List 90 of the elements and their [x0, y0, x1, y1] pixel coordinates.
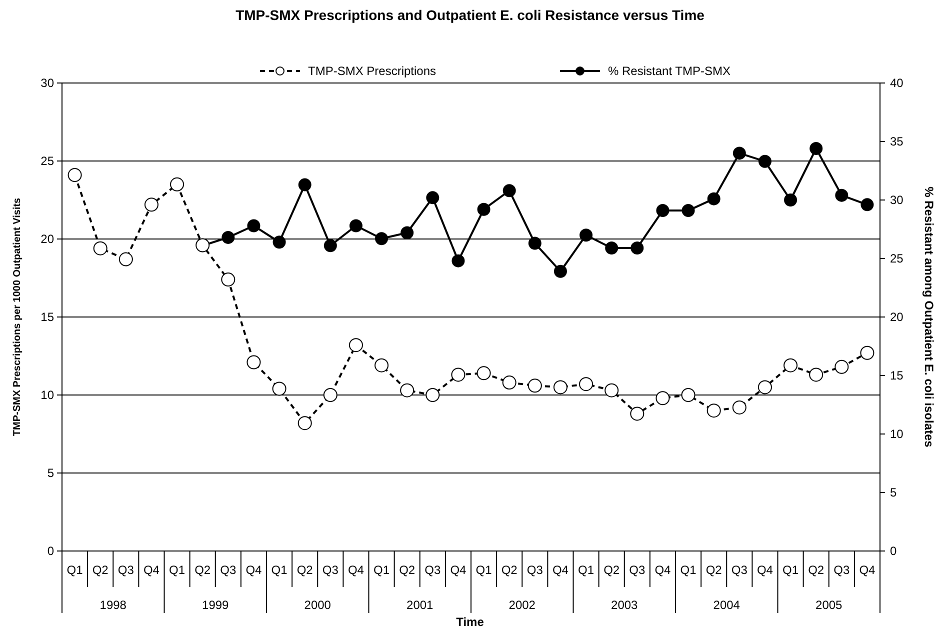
- point: [477, 202, 490, 216]
- x-tick-label: Q4: [756, 563, 774, 577]
- point: [656, 204, 670, 218]
- x-axis-title: Time: [456, 615, 484, 629]
- x-tick-label: Q1: [271, 563, 288, 577]
- point: [580, 228, 593, 242]
- point: [298, 178, 312, 192]
- text: 2003: [611, 598, 638, 612]
- y2-tick-label: 5: [890, 486, 897, 500]
- x-tick-label: Q4: [348, 563, 364, 577]
- point: [375, 232, 388, 246]
- x-tick-label: Q3: [526, 563, 544, 577]
- x-tick-label: Q4: [450, 563, 467, 577]
- x-tick-label: Q2: [604, 563, 620, 577]
- point: [732, 146, 746, 160]
- point: [784, 194, 798, 206]
- x-tick-label: Q1: [680, 563, 697, 577]
- legend-label: % Resistant TMP-SMX: [608, 64, 730, 78]
- point: [630, 241, 644, 254]
- x-tick-label: Q4: [654, 563, 672, 577]
- point: [528, 236, 542, 250]
- point: [554, 264, 567, 278]
- y-tick-label: 30: [40, 76, 54, 90]
- x-tick-label: Q2: [92, 563, 109, 577]
- y2-tick-label: 30: [890, 193, 904, 208]
- x-tick-label: Q3: [118, 563, 134, 577]
- y-tick-label: 25: [40, 154, 54, 168]
- x-tick-label: Q2: [808, 563, 824, 577]
- point: [682, 204, 695, 218]
- x-tick-label: Q4: [552, 563, 569, 577]
- y-tick-label: 0: [47, 544, 54, 558]
- y2-tick-label: 25: [890, 252, 904, 266]
- point: [323, 388, 338, 402]
- x-tick-label: Q4: [246, 563, 262, 577]
- y2-tick-label: 15: [890, 368, 904, 383]
- text: 2001: [406, 598, 434, 612]
- x-tick-label: Q3: [322, 563, 339, 577]
- y2-tick-label: 35: [890, 134, 904, 149]
- text: 2002: [508, 598, 536, 612]
- text: 2004: [713, 598, 740, 612]
- y2-axis-title: % Resistant among Outpatient E. coli isolates: [922, 186, 936, 448]
- x-tick-label: Q1: [476, 563, 492, 577]
- point: [758, 154, 772, 168]
- x-tick-label: Q1: [782, 563, 799, 577]
- x-tick-label: Q2: [399, 563, 416, 577]
- point: [810, 142, 823, 156]
- x-tick-label: Q4: [143, 563, 160, 577]
- legend-label: TMP-SMX Prescriptions: [308, 64, 436, 78]
- x-tick-label: Q3: [629, 563, 646, 577]
- y-tick-label: 5: [47, 466, 54, 480]
- point: [400, 226, 414, 240]
- x-tick-label: Q1: [374, 563, 390, 577]
- point: [247, 219, 260, 232]
- x-tick-label: Q2: [296, 563, 314, 577]
- point: [426, 191, 440, 204]
- text: 2005: [816, 598, 843, 612]
- y-axis-title: TMP-SMX Prescriptions per 1000 Outpatient Visits: [12, 197, 23, 436]
- y-tick-label: 10: [40, 388, 54, 402]
- x-tick-label: Q2: [706, 563, 722, 577]
- point: [860, 198, 874, 212]
- y2-tick-label: 40: [890, 76, 904, 90]
- point: [707, 192, 720, 206]
- x-tick-label: Q3: [834, 563, 850, 577]
- point: [656, 391, 670, 406]
- y-tick-label: 15: [40, 310, 54, 324]
- x-tick-label: Q1: [578, 563, 594, 577]
- point: [502, 184, 516, 198]
- point: [272, 236, 286, 249]
- point: [349, 219, 362, 232]
- y2-tick-label: 20: [890, 310, 904, 324]
- y2-tick-label: 10: [890, 427, 904, 442]
- x-tick-label: Q2: [501, 563, 518, 577]
- x-tick-label: Q3: [220, 563, 236, 577]
- chart-title: TMP-SMX Prescriptions and Outpatient E. coli Resistance versus Time: [236, 7, 705, 23]
- text: 2000: [304, 598, 332, 612]
- text: 1999: [202, 598, 230, 612]
- x-tick-label: Q1: [66, 563, 84, 577]
- y-tick-label: 20: [40, 232, 54, 246]
- x-tick-label: Q4: [859, 563, 876, 577]
- x-tick-label: Q2: [194, 563, 211, 577]
- x-tick-label: Q3: [731, 563, 748, 577]
- point: [605, 241, 618, 254]
- point: [222, 230, 235, 244]
- point: [324, 239, 337, 252]
- point: [835, 188, 848, 202]
- x-tick-label: Q3: [424, 563, 441, 577]
- point: [452, 254, 465, 268]
- text: 1998: [100, 598, 127, 612]
- x-tick-label: Q1: [169, 563, 186, 577]
- y2-tick-label: 0: [890, 544, 897, 558]
